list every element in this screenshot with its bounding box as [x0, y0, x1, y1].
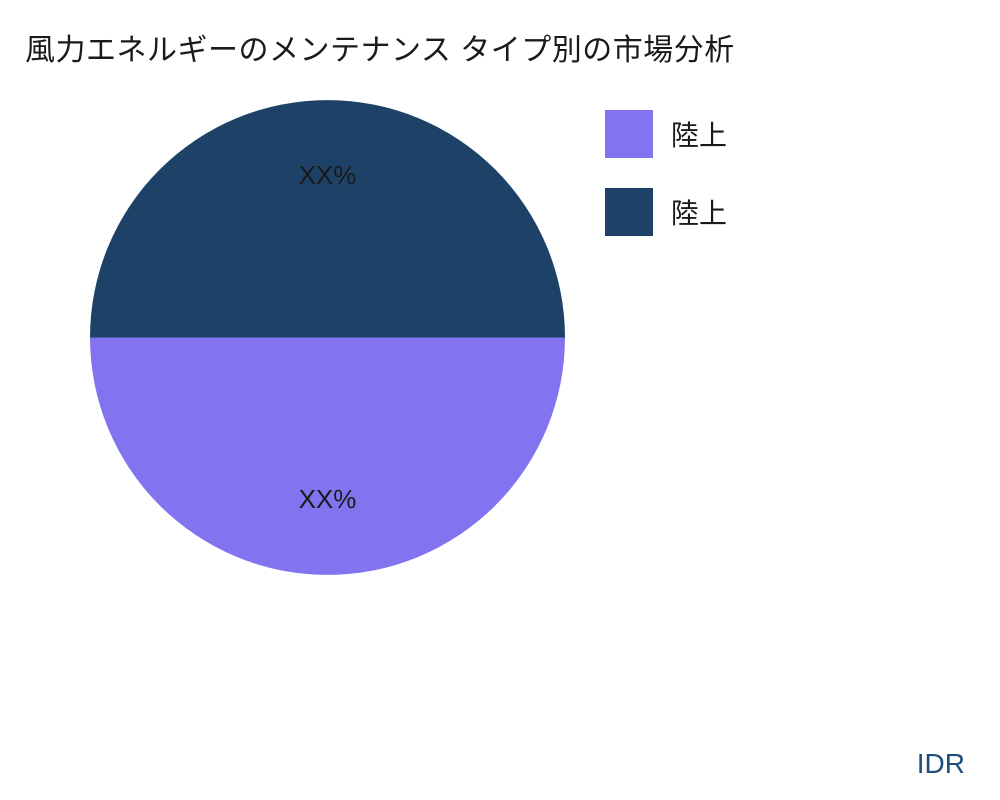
pie-chart-container: XX% XX% — [90, 100, 565, 575]
pie-slice-bottom — [90, 338, 565, 575]
chart-title: 風力エネルギーのメンテナンス タイプ別の市場分析 — [25, 25, 735, 69]
legend-label: 陸上 — [671, 192, 727, 232]
pie-slice-top — [90, 100, 565, 337]
legend-swatch — [605, 188, 653, 236]
legend-label: 陸上 — [671, 114, 727, 154]
legend-item: 陸上 — [605, 188, 727, 236]
watermark: IDR — [917, 748, 965, 780]
legend-swatch — [605, 110, 653, 158]
slice-label-top: XX% — [299, 160, 357, 191]
legend: 陸上 陸上 — [605, 110, 727, 266]
slice-label-bottom: XX% — [299, 484, 357, 515]
legend-item: 陸上 — [605, 110, 727, 158]
